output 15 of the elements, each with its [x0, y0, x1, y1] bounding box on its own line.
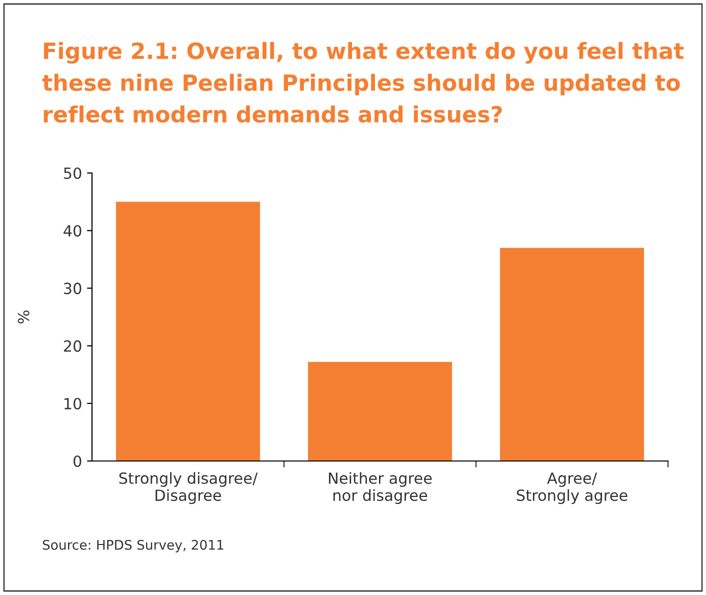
y-tick-label: 0	[74, 455, 82, 468]
x-tick-label: Agree/ Strongly agree	[516, 472, 628, 504]
bar	[116, 202, 260, 461]
y-tick-label: 40	[64, 225, 82, 237]
bar	[500, 248, 644, 461]
x-tick-label: Strongly disagree/ Disagree	[119, 472, 258, 504]
y-tick-label: 30	[64, 282, 82, 294]
chart-title: Figure 2.1: Overall, to what extent do you feel that these nine Peelian Principles should be updated to reflect modern demands and issues?	[42, 42, 684, 123]
source-note: Source: HPDS Survey, 2011	[42, 540, 224, 552]
bar	[308, 362, 452, 461]
x-tick-label: Neither agree nor disagree	[328, 472, 432, 504]
y-tick-label: 10	[64, 398, 82, 410]
y-axis-title: %	[18, 310, 30, 324]
y-tick-label: 50	[64, 167, 82, 180]
y-tick-label: 20	[64, 340, 82, 352]
